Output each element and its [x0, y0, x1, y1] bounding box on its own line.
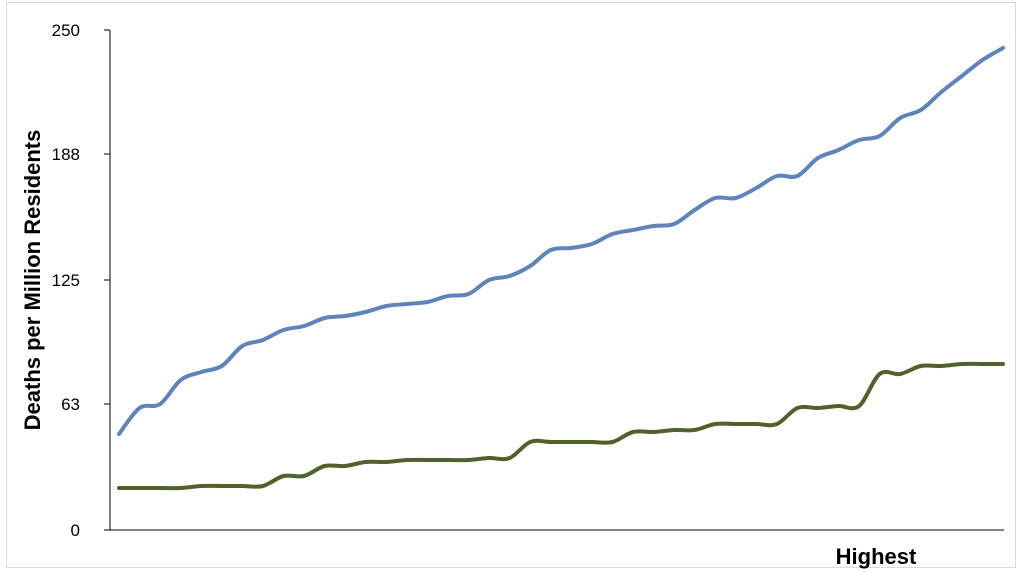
axes	[104, 29, 1004, 531]
y-axis-label: Deaths per Million Residents	[20, 130, 45, 431]
y-tick-labels: 0 63 125 188 250	[52, 21, 80, 540]
y-tick-label: 0	[71, 521, 80, 540]
chart-frame	[6, 2, 1016, 568]
series-line-2	[117, 361, 1005, 491]
x-axis-label: Highest	[836, 544, 917, 569]
series-lines	[117, 46, 1005, 491]
series-line-1	[117, 46, 1005, 436]
y-tick-label: 250	[52, 21, 80, 40]
y-tick-label: 125	[52, 271, 80, 290]
y-tick-label: 188	[52, 145, 80, 164]
y-tick-label: 63	[61, 395, 80, 414]
